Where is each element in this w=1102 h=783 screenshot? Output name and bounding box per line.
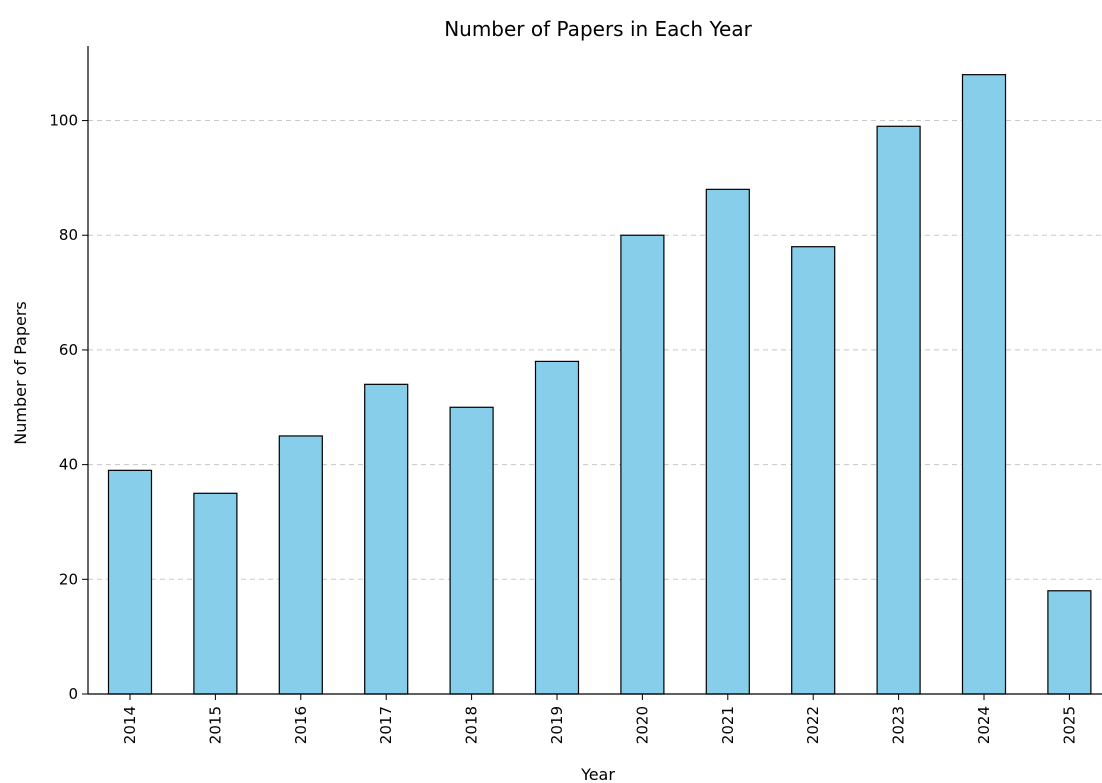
x-tick-label: 2025 bbox=[1060, 706, 1078, 744]
x-tick-label: 2021 bbox=[719, 706, 737, 744]
bars bbox=[107, 74, 1092, 695]
y-tick-label: 60 bbox=[59, 341, 78, 359]
axes-frame bbox=[87, 46, 1102, 695]
y-tick-label: 100 bbox=[49, 112, 78, 130]
bar-2023 bbox=[876, 125, 921, 695]
y-gridlines bbox=[88, 120, 1102, 580]
x-tick-label: 2020 bbox=[633, 706, 651, 744]
x-axis-label: Year bbox=[580, 765, 615, 783]
x-tick-label: 2014 bbox=[121, 706, 139, 744]
x-axis-ticks: 2014 2015 2016 2017 2018 2019 2020 2021 2022 2023… bbox=[121, 694, 1078, 744]
y-tick-label: 80 bbox=[59, 226, 78, 244]
x-tick-label: 2017 bbox=[377, 706, 395, 744]
x-tick-label: 2015 bbox=[206, 706, 224, 744]
bar-2020 bbox=[620, 234, 665, 695]
bar-2016 bbox=[278, 435, 323, 695]
bar-2021 bbox=[705, 188, 750, 695]
bar-2018 bbox=[449, 406, 494, 695]
bar-2024 bbox=[961, 74, 1007, 695]
y-tick-label: 40 bbox=[59, 456, 78, 474]
x-tick-label: 2024 bbox=[975, 706, 993, 744]
bar-2019 bbox=[534, 360, 580, 695]
chart-title: Number of Papers in Each Year bbox=[444, 17, 752, 41]
y-tick-label: 20 bbox=[59, 570, 78, 588]
bar-2025 bbox=[1047, 590, 1092, 695]
bar-2015 bbox=[193, 492, 238, 695]
y-axis-label: Number of Papers bbox=[11, 301, 30, 445]
x-tick-label: 2022 bbox=[804, 706, 822, 744]
x-tick-label: 2023 bbox=[890, 706, 908, 744]
x-tick-label: 2016 bbox=[292, 706, 310, 744]
bar-2022 bbox=[791, 246, 836, 695]
x-tick-label: 2019 bbox=[548, 706, 566, 744]
y-tick-label: 0 bbox=[68, 685, 78, 703]
bar-2014 bbox=[107, 469, 153, 695]
x-tick-label: 2018 bbox=[463, 706, 481, 744]
y-axis-ticks: 0 20 40 60 80 100 bbox=[49, 112, 88, 703]
bar-2017 bbox=[364, 383, 409, 695]
